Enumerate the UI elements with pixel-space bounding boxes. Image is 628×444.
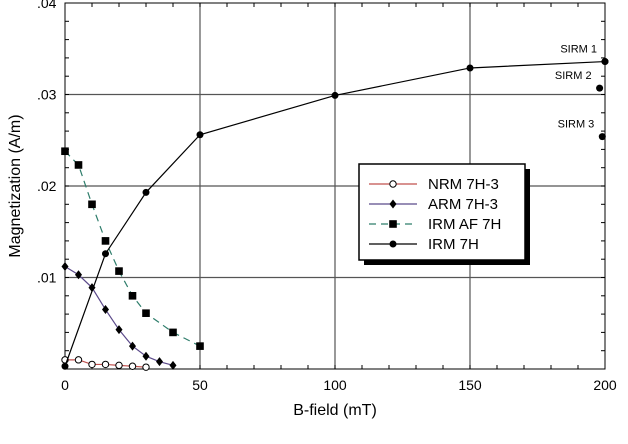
data-point xyxy=(331,91,339,99)
legend-label: NRM 7H-3 xyxy=(428,176,499,193)
x-tick-label: 150 xyxy=(458,377,482,393)
data-point xyxy=(196,131,204,139)
data-point xyxy=(128,362,137,370)
legend: NRM 7H-3 ARM 7H-3 IRM AF 7H IRM 7H xyxy=(358,163,530,265)
sirm-point xyxy=(601,58,609,66)
legend-marker xyxy=(389,220,397,228)
series-irm-af-7h xyxy=(61,147,204,350)
data-point xyxy=(88,360,96,369)
x-tick-label: 100 xyxy=(323,377,347,393)
series-nrm-7h-3 xyxy=(61,356,150,371)
data-point xyxy=(466,64,474,72)
legend-item: IRM 7H xyxy=(369,236,479,253)
data-point xyxy=(142,309,150,317)
data-point xyxy=(156,357,163,367)
axis-ticks: 0 50 100 150 200 .01 .02 .03 .04 xyxy=(37,0,617,393)
y-tick-label: .01 xyxy=(37,270,57,286)
data-series xyxy=(61,58,609,371)
data-point xyxy=(196,342,204,350)
data-point xyxy=(74,161,83,169)
data-point xyxy=(75,270,82,280)
legend-item: ARM 7H-3 xyxy=(369,196,498,213)
data-point xyxy=(129,341,136,351)
data-point xyxy=(101,360,110,369)
legend-label: ARM 7H-3 xyxy=(428,196,498,213)
data-point xyxy=(102,305,109,315)
data-point xyxy=(101,237,110,245)
data-point xyxy=(61,147,69,156)
legend-box xyxy=(358,163,526,261)
data-point xyxy=(115,325,123,335)
legend-item: NRM 7H-3 xyxy=(369,176,499,193)
data-point xyxy=(74,356,83,364)
x-tick-label: 0 xyxy=(61,377,69,393)
legend-label: IRM 7H xyxy=(428,236,479,253)
data-point xyxy=(142,363,150,371)
legend-item: IRM AF 7H xyxy=(369,216,501,233)
data-point xyxy=(102,250,109,258)
data-point xyxy=(142,188,150,196)
data-point xyxy=(169,328,177,337)
series-arm-7h-3 xyxy=(61,262,177,370)
legend-marker xyxy=(389,199,397,209)
data-point xyxy=(88,200,96,209)
sirm-point xyxy=(596,84,604,92)
data-point xyxy=(128,292,137,300)
sirm-label: SIRM 2 xyxy=(555,70,592,82)
data-point xyxy=(142,351,150,361)
y-tick-label: .02 xyxy=(37,178,57,194)
legend-marker xyxy=(389,180,397,188)
sirm-point xyxy=(598,133,606,141)
sirm-annotations: SIRM 1 SIRM 2 SIRM 3 xyxy=(555,44,609,141)
legend-marker xyxy=(389,240,397,248)
data-point xyxy=(169,360,177,370)
legend-label: IRM AF 7H xyxy=(428,216,501,233)
data-point xyxy=(115,361,123,370)
y-axis-label: Magnetization (A/m) xyxy=(7,114,24,257)
data-point xyxy=(115,267,123,275)
x-tick-label: 50 xyxy=(192,377,208,393)
data-point xyxy=(61,362,69,370)
x-axis-label: B-field (mT) xyxy=(293,402,377,419)
x-tick-label: 200 xyxy=(593,377,617,393)
sirm-label: SIRM 1 xyxy=(560,44,597,56)
sirm-label: SIRM 3 xyxy=(558,119,595,131)
data-point xyxy=(61,262,69,272)
y-tick-label: .03 xyxy=(37,87,57,103)
y-tick-label: .04 xyxy=(37,0,57,11)
